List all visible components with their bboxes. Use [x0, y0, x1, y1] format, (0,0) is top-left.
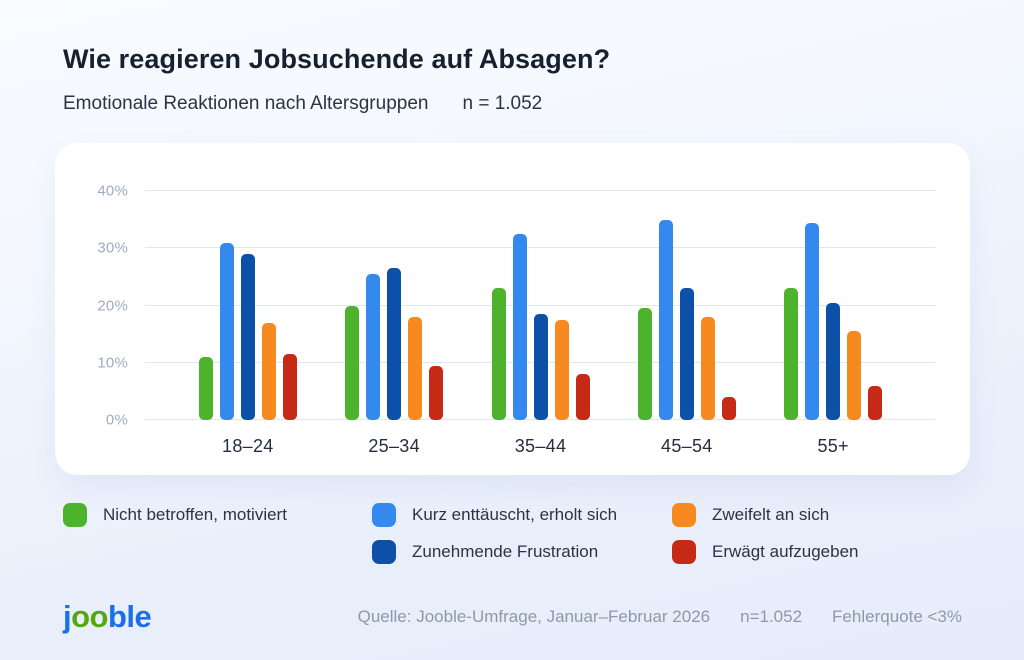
bar: [658, 219, 673, 420]
subtitle-row: Emotionale Reaktionen nach Altersgruppen…: [63, 93, 961, 115]
x-axis-label: 18–24: [222, 436, 274, 456]
x-axis-label: 25–34: [368, 436, 420, 456]
x-axis-labels: 18–24 25–34 35–44 45–54 55+: [145, 420, 936, 474]
legend-item-frustration: Zunehmende Frustration: [372, 540, 672, 564]
legend-swatch-darkblue: [372, 540, 396, 564]
bar-group: [491, 191, 590, 420]
bar: [784, 288, 799, 420]
legend-column-1: Nicht betroffen, motiviert: [63, 503, 372, 527]
bar: [533, 314, 548, 420]
legend-label: Nicht betroffen, motiviert: [103, 505, 287, 524]
bar: [387, 268, 402, 420]
legend: Nicht betroffen, motiviert Kurz enttäusc…: [63, 503, 964, 564]
page-title: Wie reagieren Jobsuchende auf Absagen?: [63, 44, 611, 74]
legend-column-3: Zweifelt an sich Erwägt aufzugeben: [672, 503, 859, 564]
bar: [429, 365, 444, 420]
gridline: [145, 247, 936, 249]
bar: [408, 316, 423, 420]
jooble-logo: jooble: [63, 599, 152, 635]
bar: [366, 274, 381, 420]
bar: [512, 233, 527, 420]
legend-item-zweifelt: Zweifelt an sich: [672, 503, 859, 527]
legend-item-enttaeuscht: Kurz enttäuscht, erholt sich: [372, 503, 672, 527]
legend-swatch-red: [672, 540, 696, 564]
y-tick-label: 20%: [97, 297, 128, 314]
bar: [345, 305, 360, 420]
legend-item-aufgeben: Erwägt aufzugeben: [672, 540, 859, 564]
bar: [868, 385, 883, 420]
y-tick-label: 40%: [97, 182, 128, 200]
bar: [198, 357, 213, 420]
gridline: [145, 190, 936, 191]
bar: [554, 319, 569, 420]
bar: [261, 322, 276, 420]
bar: [240, 253, 255, 420]
bar: [282, 354, 297, 420]
y-tick-label: 30%: [97, 239, 128, 257]
source-text: Quelle: Jooble-Umfrage, Januar–Februar 2…: [357, 607, 711, 626]
bar-group: [784, 191, 883, 420]
legend-label: Zunehmende Frustration: [412, 542, 599, 561]
footer-meta: Quelle: Jooble-Umfrage, Januar–Februar 2…: [358, 607, 962, 627]
bar: [575, 374, 590, 420]
bar-group: [637, 191, 736, 420]
plot-area: [145, 190, 936, 420]
gridline: [145, 304, 936, 306]
sample-size: n = 1.052: [462, 93, 543, 114]
y-tick-label: 0%: [105, 411, 128, 429]
legend-label: Kurz enttäuscht, erholt sich: [412, 505, 618, 524]
legend-column-2: Kurz enttäuscht, erholt sich Zunehmende …: [372, 503, 672, 564]
chart: 0% 10% 20% 30% 40%: [55, 183, 970, 429]
legend-item-motiviert: Nicht betroffen, motiviert: [63, 503, 372, 527]
bar-group: [345, 191, 444, 420]
header: Wie reagieren Jobsuchende auf Absagen? E…: [0, 0, 1024, 115]
bar: [637, 308, 652, 420]
logo-part-oo: oo: [71, 599, 108, 634]
bar: [805, 222, 820, 420]
bar: [826, 302, 841, 420]
x-axis-label: 55+: [817, 436, 849, 456]
bar: [847, 331, 862, 420]
chart-card: 0% 10% 20% 30% 40% 18–24 25–34 35–44 45–54 55+: [55, 143, 970, 475]
x-axis-label: 45–54: [661, 436, 713, 456]
bar: [700, 316, 715, 420]
y-axis: 0% 10% 20% 30% 40%: [55, 183, 145, 429]
legend-swatch-lightblue: [372, 503, 396, 527]
chart-subtitle: Emotionale Reaktionen nach Altersgruppen: [63, 93, 429, 114]
x-axis: 18–24 25–34 35–44 45–54 55+: [55, 420, 970, 474]
legend-label: Erwägt aufzugeben: [712, 542, 859, 561]
error-rate: Fehlerquote <3%: [832, 607, 962, 626]
legend-swatch-orange: [672, 503, 696, 527]
bar: [721, 397, 736, 420]
bar-group: [198, 191, 297, 420]
logo-part-j: j: [63, 599, 72, 634]
y-axis-spacer: [55, 420, 145, 474]
logo-part-ble: ble: [108, 599, 152, 634]
bar: [491, 288, 506, 420]
bar: [679, 288, 694, 420]
legend-swatch-green: [63, 503, 87, 527]
x-axis-label: 35–44: [514, 436, 567, 456]
footer-sample-size: n=1.052: [740, 607, 803, 626]
footer: jooble Quelle: Jooble-Umfrage, Januar–Fe…: [63, 596, 962, 638]
legend-label: Zweifelt an sich: [712, 505, 830, 524]
bar: [219, 242, 234, 420]
y-tick-label: 10%: [97, 354, 128, 372]
